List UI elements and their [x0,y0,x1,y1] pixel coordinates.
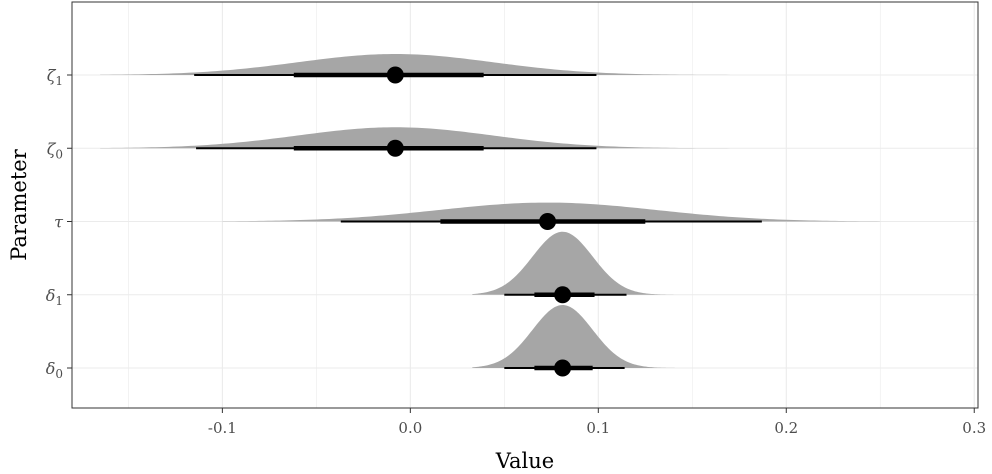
panel-border [71,1,979,409]
density-2 [222,202,881,222]
x-tick-label: 0.1 [586,419,610,437]
y-axis-ticks: ζ1 ζ0 τ δ1 δ0 [46,66,72,381]
density-4 [472,305,676,368]
x-tick-label: -0.1 [208,419,237,437]
x-axis-title: Value [495,449,554,473]
point-estimate-2 [539,213,557,230]
y-tick-label-1: ζ0 [47,139,63,161]
density-3 [472,231,685,295]
y-tick-label-0: ζ1 [47,66,63,88]
chart-marks [100,54,881,377]
point-estimate-3 [554,286,572,304]
y-tick-label-2: τ [54,213,64,232]
x-tick-label: 0.3 [962,419,986,437]
y-tick-label-3: δ1 [46,286,63,308]
x-axis-ticks: -0.1 0.0 0.1 0.2 0.3 [208,408,986,437]
point-estimate-1 [386,139,404,157]
y-tick-label-4: δ0 [46,359,63,381]
density-1 [100,127,787,149]
x-tick-label: 0.0 [398,419,422,437]
point-estimate-4 [554,359,572,377]
y-axis-title: Parameter [7,148,31,260]
density-0 [100,54,787,75]
x-tick-label: 0.2 [774,419,798,437]
point-estimate-0 [386,66,404,84]
